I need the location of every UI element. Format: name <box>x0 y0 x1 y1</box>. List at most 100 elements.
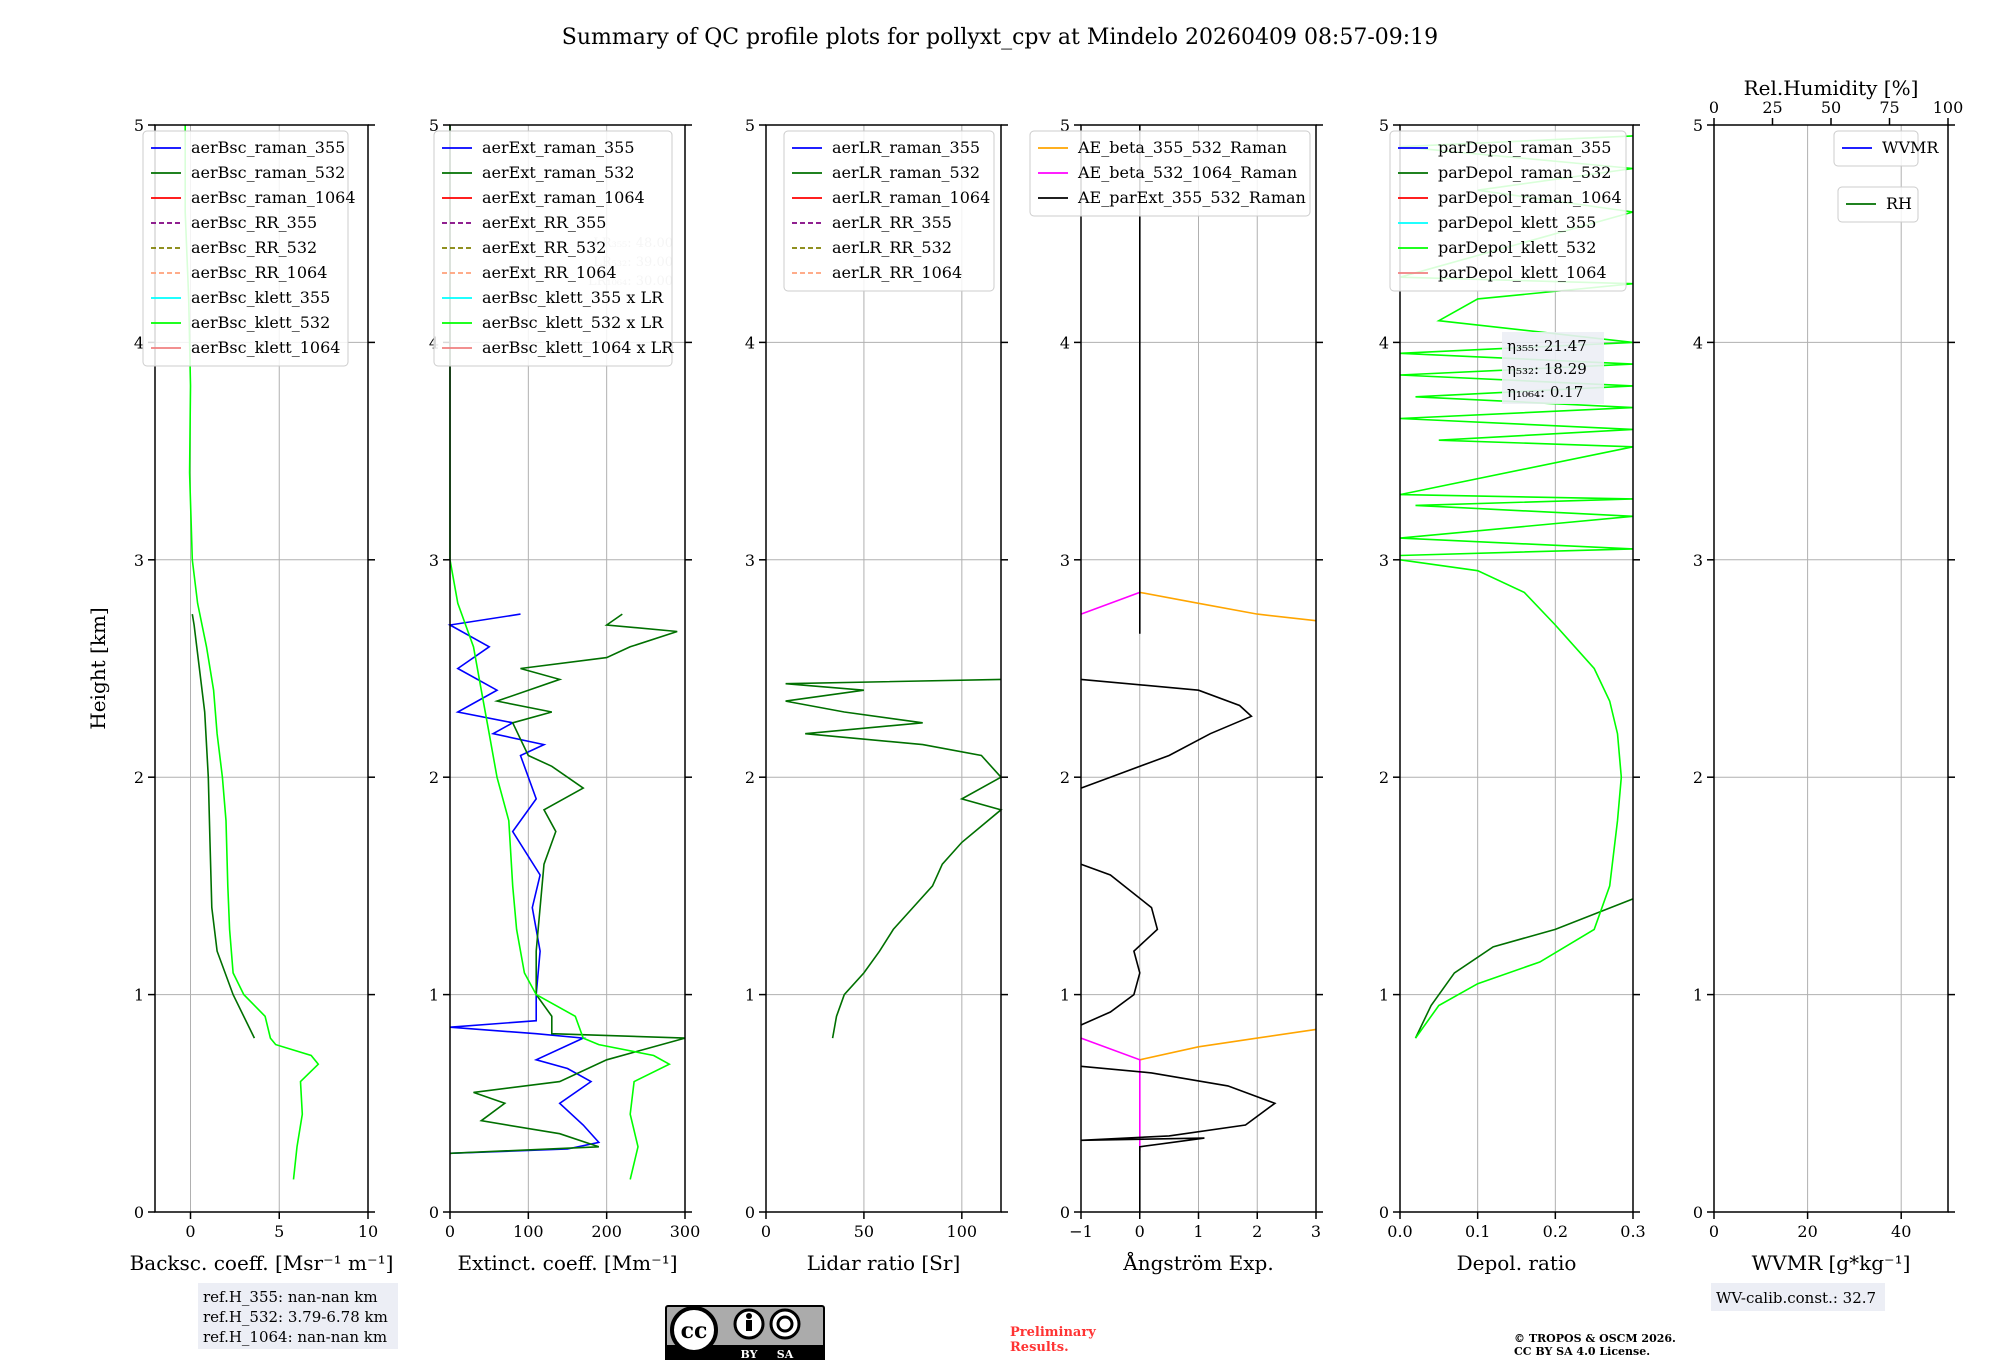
legend-box <box>433 130 673 367</box>
top-x-tick-label: 50 <box>1821 98 1841 117</box>
series-ae-parext-355-532-raman-mid- <box>1080 863 1159 1026</box>
legend-box <box>783 130 995 292</box>
legend-entry: aerExt_raman_532 <box>482 163 635 182</box>
x-tick-label: 0 <box>185 1222 195 1241</box>
legend-entry: aerBsc_klett_532 <box>191 313 330 332</box>
cc-by-sa-logo: cc BY SA <box>665 1305 825 1363</box>
series-aerbsc-raman-532 <box>191 613 256 1039</box>
y-tick-label: 4 <box>1379 333 1389 352</box>
y-tick-label: 4 <box>134 333 144 352</box>
legend-entry: aerBsc_RR_1064 <box>191 263 327 282</box>
legend-box <box>1389 130 1627 292</box>
legend-entry: aerBsc_RR_532 <box>191 238 317 257</box>
legend-entry: parDepol_raman_532 <box>1438 163 1611 182</box>
y-tick-label: 0 <box>1693 1203 1703 1222</box>
legend-entry: aerLR_raman_1064 <box>832 188 990 207</box>
y-tick-label: 2 <box>1379 768 1389 787</box>
series-ae-parext-355-532-raman <box>1080 1065 1277 1212</box>
top-x-tick-label: 100 <box>1933 98 1964 117</box>
legend-entry: parDepol_raman_355 <box>1438 138 1611 157</box>
sa-label: SA <box>777 1348 794 1360</box>
y-tick-label: 1 <box>1379 986 1389 1005</box>
x-tick-label: 0 <box>445 1222 455 1241</box>
eta-box: η₃₅₅: 21.47 η₅₃₂: 18.29 η₁₀₆₄: 0.17 <box>1502 332 1604 404</box>
x-axis-label: WVMR [g*kg⁻¹] <box>1752 1251 1911 1275</box>
top-x-tick-label: 0 <box>1709 98 1719 117</box>
x-tick-label: 100 <box>513 1222 544 1241</box>
refh-532: ref.H_532: 3.79-6.78 km <box>203 1308 388 1326</box>
legend-entry: parDepol_klett_532 <box>1438 238 1596 257</box>
figure-title: Summary of QC profile plots for pollyxt_… <box>562 25 1438 50</box>
legend-entry: AE_beta_355_532_Raman <box>1077 138 1287 157</box>
legend: aerExt_raman_355 aerExt_raman_532 aerExt_r… <box>433 130 674 367</box>
x-axis-label: Depol. ratio <box>1457 1251 1577 1275</box>
y-tick-label: 1 <box>745 986 755 1005</box>
legend-entry: aerLR_raman_532 <box>832 163 980 182</box>
legend-entry: AE_beta_532_1064_Raman <box>1077 163 1297 182</box>
legend-entry: WVMR <box>1882 138 1939 157</box>
y-tick-label: 5 <box>1693 116 1703 135</box>
series-aerlr-raman-532 <box>785 678 1003 1039</box>
x-tick-label: 200 <box>591 1222 622 1241</box>
legend-entry: aerLR_raman_355 <box>832 138 980 157</box>
legend-entry: aerBsc_klett_355 <box>191 288 330 307</box>
series-pardepol-klett-532 <box>1399 559 1623 1039</box>
y-tick-label: 1 <box>1060 986 1070 1005</box>
legend-entry: aerBsc_klett_355 x LR <box>482 288 664 307</box>
legend-entry: parDepol_klett_355 <box>1438 213 1596 232</box>
y-tick-label: 0 <box>745 1203 755 1222</box>
legend-entry: aerExt_RR_355 <box>482 213 606 232</box>
series-aerbsc-klett-532-x-lr <box>449 125 672 1180</box>
legend: aerLR_raman_355 aerLR_raman_532 aerLR_rama… <box>783 130 995 292</box>
x-tick-label: 0 <box>1709 1222 1719 1241</box>
legend-rh: RH <box>1837 186 1919 223</box>
cc-icon <box>670 1306 718 1354</box>
legend-entry: parDepol_klett_1064 <box>1438 263 1607 282</box>
legend: parDepol_raman_355 parDepol_raman_532 parD… <box>1389 130 1627 292</box>
legend: aerBsc_raman_355 aerBsc_raman_532 aerBsc_r… <box>142 130 356 367</box>
series-ae-beta-355-532-raman-upper- <box>1139 591 1317 622</box>
y-tick-label: 2 <box>134 768 144 787</box>
x-tick-label: 10 <box>358 1222 378 1241</box>
y-tick-label: 3 <box>745 551 755 570</box>
y-tick-label: 5 <box>429 116 439 135</box>
legend-entry: parDepol_raman_1064 <box>1438 188 1622 207</box>
panel-wv: 0 20 40 0 1 2 3 4 5 WVMR [g*kg⁻¹] 0 25 50 75 100 Rel.Hu… <box>1693 76 1963 1275</box>
y-tick-label: 0 <box>1060 1203 1070 1222</box>
x-axis-label: Backsc. coeff. [Msr⁻¹ m⁻¹] <box>130 1251 394 1275</box>
y-tick-label: 2 <box>745 768 755 787</box>
copyright-line1: © TROPOS & OSCM 2026. <box>1514 1332 1676 1345</box>
legend-entry: aerBsc_RR_355 <box>191 213 317 232</box>
legend-box <box>1029 130 1311 217</box>
series-pardepol-raman-532 <box>1414 898 1634 1039</box>
panel-dep: 0.0 0.1 0.2 0.3 0 1 2 3 4 5 Depol. ratio parDepol_r… <box>1379 116 1646 1275</box>
top-x-tick-label: 75 <box>1879 98 1899 117</box>
y-tick-label: 3 <box>134 551 144 570</box>
x-tick-label: 40 <box>1891 1222 1911 1241</box>
series-ae-beta-532-1064-raman-lower- <box>1080 1037 1141 1152</box>
axes-frame <box>449 124 686 1213</box>
legend-entry: RH <box>1886 194 1912 213</box>
axes-frame <box>1713 124 1949 1213</box>
legend-entry: aerLR_RR_1064 <box>832 263 962 282</box>
legend: AE_beta_355_532_Raman AE_beta_532_1064_Ra… <box>1029 130 1311 217</box>
panel-bsc: 0 5 10 0 1 2 3 4 5 Backsc. coeff. [Msr⁻¹ m⁻¹] Heig… <box>86 116 393 1275</box>
x-tick-label: 1 <box>1193 1222 1203 1241</box>
x-tick-label: 50 <box>854 1222 874 1241</box>
axes-frame <box>154 124 369 1213</box>
panel-ext: 0100200300012345Extinct. coeff. [Mm⁻¹]LR… <box>429 116 700 1275</box>
y-tick-label: 0 <box>1379 1203 1389 1222</box>
eta-bg <box>1502 332 1604 404</box>
refh-annotation: ref.H_355: nan-nan km ref.H_532: 3.79-6.… <box>198 1283 398 1349</box>
x-tick-label: 3 <box>1311 1222 1321 1241</box>
series-ae-beta-355-532-raman-lower- <box>1139 1028 1317 1061</box>
x-tick-label: 100 <box>947 1222 978 1241</box>
legend-entry: aerLR_RR_532 <box>832 238 952 257</box>
top-x-tick-label: 25 <box>1762 98 1782 117</box>
by-label: BY <box>741 1348 758 1360</box>
series-ae-parext-355-532-raman-upper- <box>1080 678 1253 789</box>
series-ae-beta-532-1064-raman-upper- <box>1080 591 1141 615</box>
